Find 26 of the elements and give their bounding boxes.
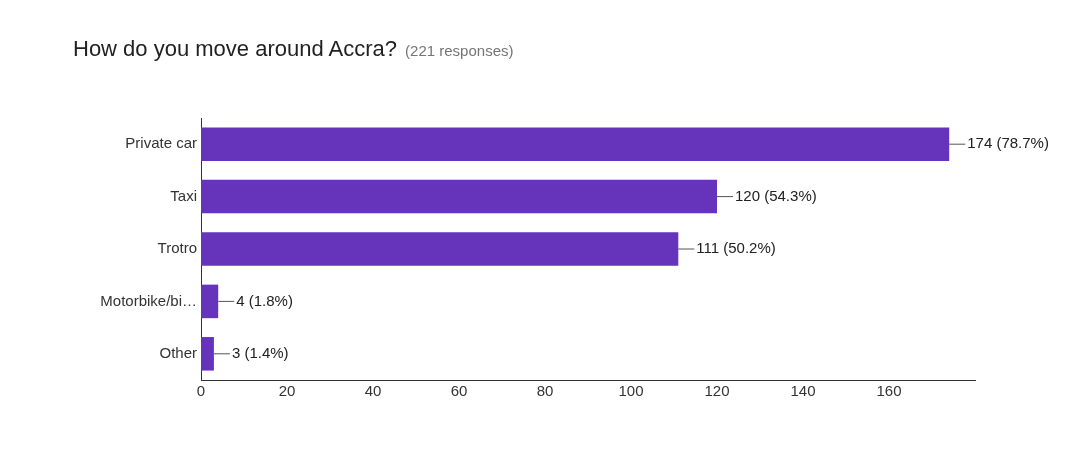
x-tick-label: 140: [790, 382, 816, 400]
x-tick-label: 40: [364, 382, 382, 400]
chart-subtitle: (221 responses): [405, 42, 514, 59]
bar: [201, 179, 717, 214]
x-tick-label: 0: [196, 382, 206, 400]
y-tick-label: Taxi: [170, 186, 197, 204]
chart-title: How do you move around Accra?: [73, 36, 398, 61]
data-label: 111 (50.2%): [696, 239, 776, 257]
data-label: 4 (1.8%): [236, 291, 293, 309]
bar: [201, 232, 679, 266]
x-tick-label: 100: [618, 382, 644, 400]
x-tick-label: 160: [876, 382, 902, 400]
bar: [201, 127, 950, 161]
y-tick-label: Other: [159, 343, 197, 361]
data-label: 174 (78.7%): [967, 134, 1049, 152]
data-label: 120 (54.3%): [735, 186, 817, 204]
bar: [201, 284, 219, 319]
data-label: 3 (1.4%): [231, 343, 289, 361]
x-tick-label: 20: [278, 382, 296, 400]
y-tick-label: Motorbike/bi…: [100, 291, 197, 309]
x-tick-label: 120: [704, 382, 730, 400]
y-tick-label: Private car: [125, 134, 197, 152]
x-tick-label: 60: [450, 382, 468, 400]
bar: [201, 337, 214, 371]
x-tick-label: 80: [536, 382, 554, 400]
y-tick-label: Trotro: [157, 239, 197, 257]
